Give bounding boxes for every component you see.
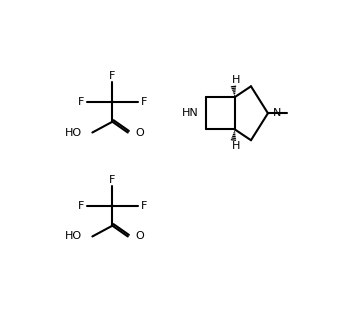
Text: F: F bbox=[109, 175, 116, 185]
Text: F: F bbox=[141, 201, 147, 211]
Text: F: F bbox=[78, 97, 84, 107]
Text: HO: HO bbox=[64, 232, 82, 242]
Text: H: H bbox=[231, 141, 240, 152]
Text: O: O bbox=[135, 232, 144, 242]
Text: N: N bbox=[273, 108, 282, 118]
Text: H: H bbox=[231, 75, 240, 85]
Text: F: F bbox=[141, 97, 147, 107]
Text: HO: HO bbox=[64, 128, 82, 138]
Text: F: F bbox=[109, 71, 116, 81]
Text: HN: HN bbox=[182, 108, 199, 118]
Text: F: F bbox=[78, 201, 84, 211]
Text: O: O bbox=[135, 128, 144, 138]
